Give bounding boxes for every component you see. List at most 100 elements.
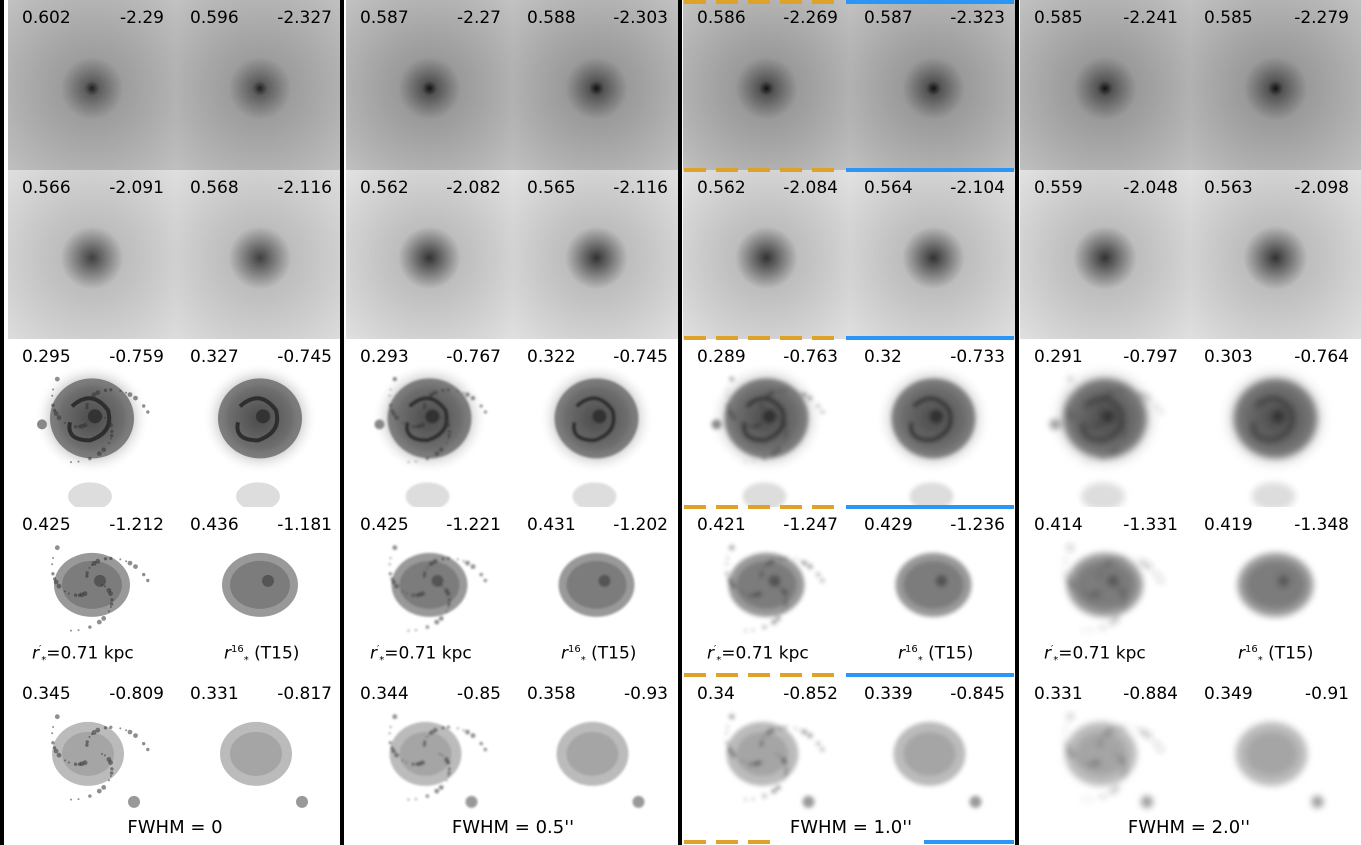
panel-value-right: -1.236	[950, 515, 1005, 535]
panel-value-right: -1.212	[109, 515, 164, 535]
highlight-solid	[846, 505, 1014, 509]
galaxy-panel: 0.421 -1.247 r′*=0.71 kpc	[683, 507, 850, 676]
galaxy-image	[513, 676, 680, 845]
radius-label-t15: r16* (T15)	[1238, 643, 1314, 666]
radius-label: r′*=0.71 kpc	[1044, 643, 1146, 666]
galaxy-panel: 0.425 -1.221 r′*=0.71 kpc	[346, 507, 513, 676]
galaxy-panel: 0.565 -2.116	[513, 170, 680, 339]
panel-value-left: 0.588	[527, 8, 576, 28]
galaxy-image	[346, 507, 513, 676]
galaxy-panel: 0.358 -0.93	[513, 676, 680, 845]
panel-value-left: 0.585	[1034, 8, 1083, 28]
panel-value-left: 0.34	[697, 684, 735, 704]
galaxy-panel: 0.327 -0.745	[176, 339, 344, 507]
column-separator	[0, 0, 4, 845]
panel-value-right: -1.247	[783, 515, 838, 535]
galaxy-image	[176, 507, 344, 676]
panel-value-right: -2.327	[277, 8, 332, 28]
panel-value-left: 0.596	[190, 8, 239, 28]
galaxy-image	[346, 676, 513, 845]
panel-value-right: -2.098	[1294, 178, 1349, 198]
galaxy-panel: 0.339 -0.845	[850, 676, 1017, 845]
galaxy-image	[346, 170, 513, 339]
galaxy-panel: 0.587 -2.323	[850, 0, 1017, 170]
galaxy-image	[683, 507, 850, 676]
galaxy-image	[513, 507, 680, 676]
panel-value-left: 0.425	[360, 515, 409, 535]
galaxy-image	[850, 170, 1017, 339]
panel-value-right: -1.221	[446, 515, 501, 535]
panel-value-left: 0.419	[1204, 515, 1253, 535]
galaxy-image	[8, 676, 176, 845]
galaxy-image	[1190, 507, 1361, 676]
galaxy-panel: 0.562 -2.084	[683, 170, 850, 339]
galaxy-image	[176, 170, 344, 339]
fwhm-label: FWHM = 0.5''	[451, 817, 575, 838]
panel-value-right: -0.852	[783, 684, 838, 704]
panel-value-right: -0.817	[277, 684, 332, 704]
panel-value-left: 0.345	[22, 684, 71, 704]
galaxy-panel: 0.331 -0.817	[176, 676, 344, 845]
panel-value-right: -2.116	[277, 178, 332, 198]
panel-value-left: 0.349	[1204, 684, 1253, 704]
galaxy-image	[1020, 170, 1190, 339]
panel-value-right: -0.91	[1305, 684, 1349, 704]
galaxy-image	[176, 339, 344, 507]
radius-label-t15: r16* (T15)	[898, 643, 974, 666]
galaxy-panel: 0.429 -1.236 r16* (T15)	[850, 507, 1017, 676]
galaxy-panel: 0.414 -1.331 r′*=0.71 kpc	[1020, 507, 1190, 676]
panel-value-right: -0.93	[624, 684, 668, 704]
panel-value-right: -1.331	[1123, 515, 1178, 535]
panel-value-left: 0.602	[22, 8, 71, 28]
panel-value-left: 0.566	[22, 178, 71, 198]
fwhm-label: FWHM = 1.0''	[789, 817, 913, 838]
highlight-dashed	[684, 336, 844, 340]
galaxy-image	[513, 170, 680, 339]
galaxy-image	[1020, 0, 1190, 170]
galaxy-image	[850, 339, 1017, 507]
highlight-dashed	[684, 505, 844, 509]
panel-value-right: -2.084	[783, 178, 838, 198]
panel-value-left: 0.32	[864, 347, 902, 367]
galaxy-image	[346, 339, 513, 507]
panel-value-right: -0.884	[1123, 684, 1178, 704]
panel-value-left: 0.436	[190, 515, 239, 535]
galaxy-panel: 0.303 -0.764	[1190, 339, 1361, 507]
column-separator	[678, 0, 682, 845]
panel-value-left: 0.586	[697, 8, 746, 28]
highlight-dashed	[684, 168, 844, 172]
radius-label: r′*=0.71 kpc	[707, 643, 809, 666]
panel-value-right: -2.082	[446, 178, 501, 198]
galaxy-panel: 0.291 -0.797	[1020, 339, 1190, 507]
panel-value-right: -1.181	[277, 515, 332, 535]
panel-value-left: 0.587	[360, 8, 409, 28]
galaxy-panel: 0.331 -0.884	[1020, 676, 1190, 845]
highlight-solid	[846, 673, 1014, 677]
panel-value-right: -2.241	[1123, 8, 1178, 28]
highlight-dashed	[684, 0, 844, 4]
panel-value-left: 0.322	[527, 347, 576, 367]
panel-value-right: -0.845	[950, 684, 1005, 704]
galaxy-panel: 0.32 -0.733	[850, 339, 1017, 507]
galaxy-image	[683, 339, 850, 507]
galaxy-image	[1020, 507, 1190, 676]
galaxy-panel: 0.322 -0.745	[513, 339, 680, 507]
panel-value-left: 0.331	[1034, 684, 1083, 704]
galaxy-panel: 0.562 -2.082	[346, 170, 513, 339]
panel-value-left: 0.562	[360, 178, 409, 198]
galaxy-panel: 0.345 -0.809	[8, 676, 176, 845]
galaxy-image	[1190, 0, 1361, 170]
galaxy-image	[1190, 339, 1361, 507]
panel-value-left: 0.565	[527, 178, 576, 198]
panel-value-left: 0.358	[527, 684, 576, 704]
panel-value-left: 0.431	[527, 515, 576, 535]
highlight-dashed	[684, 673, 844, 677]
radius-label-t15: r16* (T15)	[224, 643, 300, 666]
galaxy-panel: 0.295 -0.759	[8, 339, 176, 507]
column-separator	[340, 0, 344, 845]
panel-value-left: 0.564	[864, 178, 913, 198]
galaxy-panel: 0.564 -2.104	[850, 170, 1017, 339]
panel-value-right: -0.759	[109, 347, 164, 367]
panel-value-right: -0.733	[950, 347, 1005, 367]
